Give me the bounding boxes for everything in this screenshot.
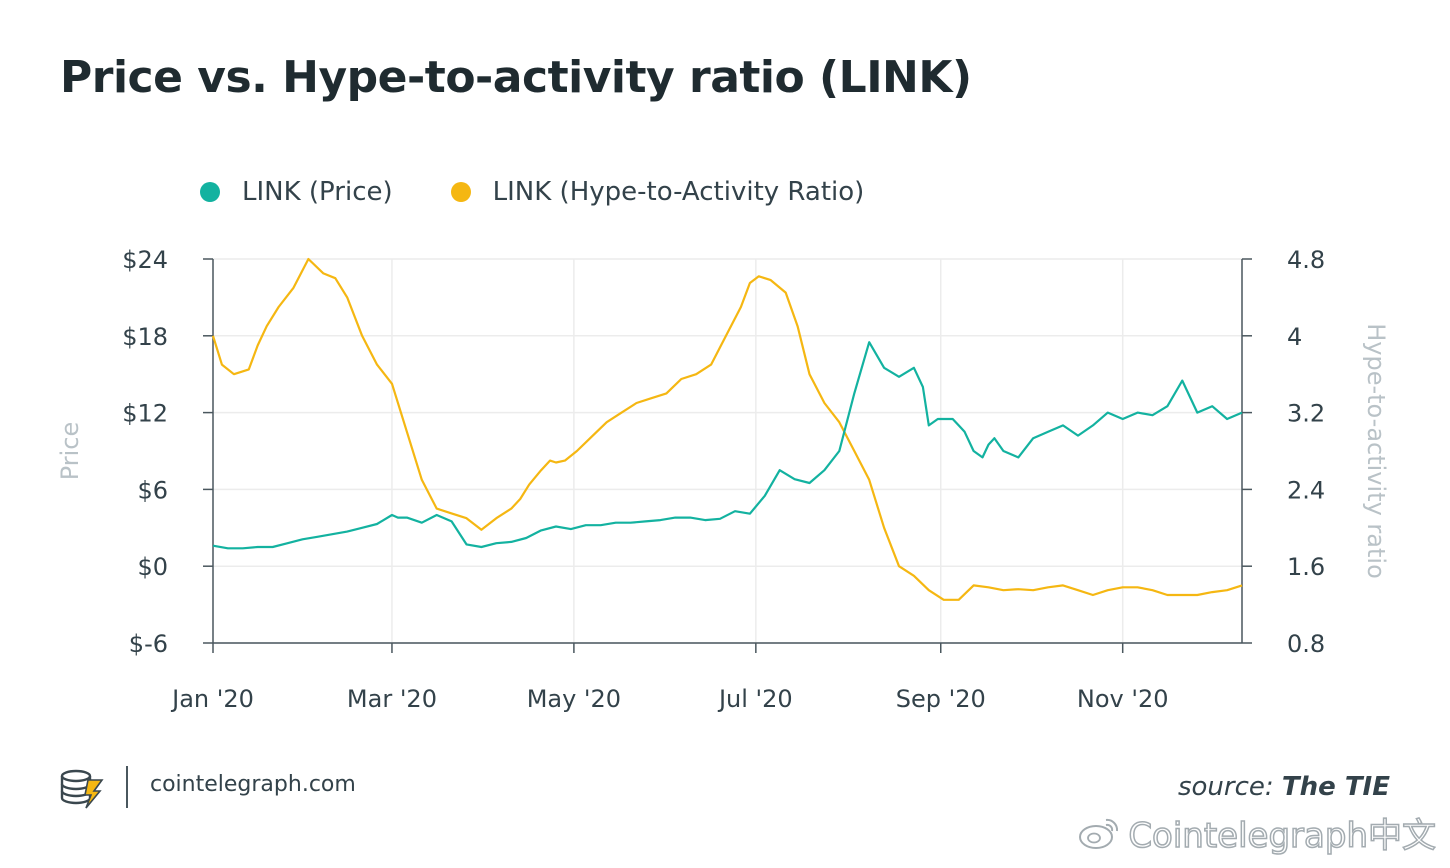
- source-prefix: source:: [1177, 772, 1282, 802]
- y-axis-right-title: Hype-to-activity ratio: [1362, 323, 1390, 579]
- y-right-tick-label: 2.4: [1287, 476, 1325, 504]
- x-tick-label: Mar '20: [347, 685, 437, 713]
- legend-label-ratio: LINK (Hype-to-Activity Ratio): [492, 177, 865, 207]
- price-series-line: [212, 341, 1243, 550]
- series-lines: [211, 257, 1243, 601]
- chart-legend: LINK (Price) LINK (Hype-to-Activity Rati…: [200, 172, 922, 212]
- y-left-tick-label: $6: [137, 476, 168, 504]
- x-tick-label: Jul '20: [717, 685, 793, 713]
- watermark: Cointelegraph中文: [1078, 808, 1437, 857]
- watermark-text: Cointelegraph中文: [1128, 815, 1437, 857]
- chart-axes: [203, 258, 1252, 653]
- legend-item-ratio[interactable]: LINK (Hype-to-Activity Ratio): [450, 177, 865, 207]
- y-left-tick-label: $24: [122, 246, 168, 274]
- source-name: The TIE: [1281, 772, 1390, 802]
- chart-title: Price vs. Hype-to-activity ratio (LINK): [60, 52, 972, 103]
- weibo-icon: [1079, 818, 1119, 849]
- x-tick-label: Jan '20: [170, 685, 254, 713]
- y-left-tick-label: $0: [137, 553, 168, 581]
- y-right-tick-label: 1.6: [1287, 553, 1325, 581]
- y-left-tick-label: $18: [122, 323, 168, 351]
- legend-dot-ratio: [450, 182, 471, 202]
- x-tick-label: Nov '20: [1077, 685, 1169, 713]
- y-right-tick-label: 3.2: [1287, 400, 1325, 428]
- legend-item-price[interactable]: LINK (Price): [200, 177, 393, 207]
- y-axis-left-title: Price: [56, 422, 84, 481]
- grid-lines: [213, 258, 1242, 644]
- legend-dot-price: [200, 182, 220, 202]
- footer-site-link[interactable]: cointelegraph.com: [150, 772, 356, 797]
- ratio-series-line: [211, 257, 1243, 601]
- cointelegraph-logo-icon: [60, 769, 104, 809]
- y-right-tick-label: 4.8: [1287, 246, 1325, 274]
- y-left-tick-label: $12: [122, 400, 168, 428]
- x-tick-label: Sep '20: [896, 685, 986, 713]
- legend-label-price: LINK (Price): [242, 177, 393, 207]
- x-tick-label: May '20: [527, 685, 621, 713]
- y-right-tick-label: 0.8: [1287, 630, 1325, 658]
- footer-separator: [126, 766, 128, 808]
- y-right-tick-label: 4: [1287, 323, 1302, 351]
- tick-labels: $24 $18 $12 $6 $0 $-6 4.8 4 3.2 2.4 1.6 0.8 Jan '20 M…: [122, 246, 1325, 713]
- source-credit: source: The TIE: [1178, 772, 1390, 802]
- y-left-tick-label: $-6: [129, 630, 168, 658]
